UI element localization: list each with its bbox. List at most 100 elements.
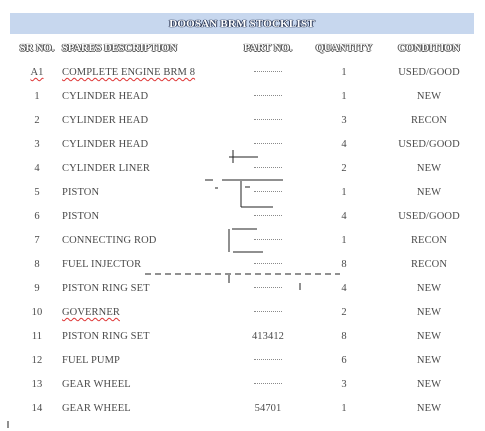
description-cell-text: COMPLETE ENGINE BRM 8 [62,67,196,78]
quantity-cell-text: 1 [341,403,347,414]
empty-part-placeholder [254,95,282,97]
table-row: 13 GEAR WHEEL 3 NEW [0,375,485,395]
table-row: 14 GEAR WHEEL 54701 1 NEW [0,399,485,419]
condition-cell-text: NEW [416,163,442,174]
part-no-cell [236,255,300,275]
sr-no-cell-text: 1 [34,91,40,102]
condition-cell-text: NEW [416,283,442,294]
description-cell: GEAR WHEEL [62,399,237,419]
table-row: 1 CYLINDER HEAD 1 NEW [0,87,485,107]
sr-no-cell: 6 [14,207,60,227]
part-no-cell: 54701 [236,399,300,419]
description-cell-text: GOVERNER [62,307,120,318]
sr-no-cell: 5 [14,183,60,203]
description-cell: CYLINDER HEAD [62,135,237,155]
condition-cell: NEW [385,327,473,347]
condition-cell: USED/GOOD [385,207,473,227]
empty-part-placeholder [254,287,282,289]
empty-part-placeholder [254,167,282,169]
quantity-cell-text: 8 [341,331,347,342]
table-row: A1 COMPLETE ENGINE BRM 8 1 USED/GOOD [0,63,485,83]
sr-no-cell: 11 [14,327,60,347]
description-cell-text: CYLINDER HEAD [62,139,149,150]
quantity-cell-text: 2 [341,307,347,318]
condition-cell: NEW [385,159,473,179]
description-cell-text: CYLINDER LINER [62,163,151,174]
part-no-cell: 413412 [236,327,300,347]
condition-cell: NEW [385,399,473,419]
condition-cell: USED/GOOD [385,63,473,83]
table-row: 4 CYLINDER LINER 2 NEW [0,159,485,179]
condition-cell-text: NEW [416,307,442,318]
sr-no-cell-text: 9 [34,283,40,294]
condition-cell-text: USED/GOOD [398,139,460,150]
sr-no-cell: 2 [14,111,60,131]
sr-no-cell: 4 [14,159,60,179]
description-cell: CYLINDER LINER [62,159,237,179]
quantity-cell: 1 [304,87,384,107]
description-cell: CYLINDER HEAD [62,87,237,107]
condition-cell: RECON [385,255,473,275]
description-cell-text: PISTON [62,211,100,222]
condition-cell: RECON [385,231,473,251]
quantity-cell-text: 4 [341,283,347,294]
quantity-cell: 6 [304,351,384,371]
quantity-cell-text: 2 [341,163,347,174]
description-cell: CYLINDER HEAD [62,111,237,131]
header-part-no: PART NO. [243,43,293,54]
description-cell-text: PISTON RING SET [62,283,150,294]
sr-no-cell: 14 [14,399,60,419]
table-row: 6 PISTON 4 USED/GOOD [0,207,485,227]
description-cell-text: CYLINDER HEAD [62,91,149,102]
quantity-cell: 1 [304,63,384,83]
sr-no-cell-text: 3 [34,139,40,150]
table-row: 10 GOVERNER 2 NEW [0,303,485,323]
condition-cell: NEW [385,351,473,371]
table-row: 3 CYLINDER HEAD 4 USED/GOOD [0,135,485,155]
header-sr-no: SR NO. [19,43,55,54]
sr-no-cell: 12 [14,351,60,371]
description-cell: GOVERNER [62,303,237,323]
description-cell-text: FUEL INJECTOR [62,259,142,270]
part-no-cell [236,279,300,299]
quantity-cell: 3 [304,111,384,131]
description-cell: COMPLETE ENGINE BRM 8 [62,63,237,83]
description-cell-text: GEAR WHEEL [62,379,131,390]
table-row: 8 FUEL INJECTOR 8 RECON [0,255,485,275]
sr-no-cell: 7 [14,231,60,251]
sr-no-cell-text: 10 [31,307,43,318]
description-cell: PISTON RING SET [62,279,237,299]
sr-no-cell-text: 5 [34,187,40,198]
condition-cell-text: NEW [416,187,442,198]
description-cell: FUEL INJECTOR [62,255,237,275]
sr-no-cell-text: 6 [34,211,40,222]
quantity-cell: 4 [304,135,384,155]
sr-no-cell: 9 [14,279,60,299]
description-cell-text: CYLINDER HEAD [62,115,149,126]
empty-part-placeholder [254,119,282,121]
condition-cell-text: USED/GOOD [398,211,460,222]
table-row: 11 PISTON RING SET 413412 8 NEW [0,327,485,347]
description-cell: PISTON [62,183,237,203]
description-cell-text: PISTON [62,187,100,198]
quantity-cell-text: 1 [341,67,347,78]
quantity-cell: 2 [304,303,384,323]
header-condition: CONDITION [398,43,460,54]
description-cell: PISTON [62,207,237,227]
description-cell-text: PISTON RING SET [62,331,150,342]
description-cell: CONNECTING ROD [62,231,237,251]
quantity-cell: 4 [304,207,384,227]
quantity-cell-text: 8 [341,259,347,270]
empty-part-placeholder [254,311,282,313]
sr-no-cell-text: 8 [34,259,40,270]
condition-cell-text: NEW [416,379,442,390]
sr-no-cell: 13 [14,375,60,395]
sr-no-cell-text: 2 [34,115,40,126]
description-cell-text: CONNECTING ROD [62,235,157,246]
quantity-cell-text: 1 [341,91,347,102]
description-cell: GEAR WHEEL [62,375,237,395]
description-cell: FUEL PUMP [62,351,237,371]
table-row: 12 FUEL PUMP 6 NEW [0,351,485,371]
quantity-cell: 4 [304,279,384,299]
table-row: 5 PISTON 1 NEW [0,183,485,203]
